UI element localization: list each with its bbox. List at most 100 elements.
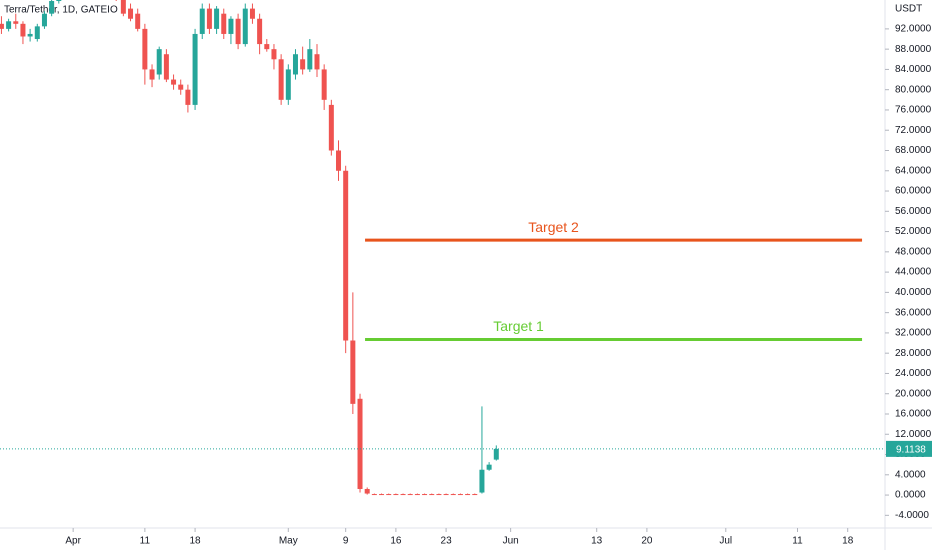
candle-body [185,89,191,105]
x-tick-label: 13 [591,536,603,547]
candle-body [371,494,377,496]
x-tick-label: 9 [343,536,349,547]
candle-body [457,494,463,496]
y-unit: USDT [895,4,922,15]
candle-body [285,69,291,100]
plot-area [0,0,863,496]
candle-body [178,84,184,90]
candle-body [443,494,449,496]
x-tick-label: 18 [842,536,854,547]
y-tick-label: 72.0000 [895,125,932,136]
candle-body [271,49,277,60]
candle-body [128,8,134,19]
candle-body [292,54,298,75]
y-tick-label: 28.0000 [895,348,932,359]
y-tick-label: 16.0000 [895,409,932,420]
y-tick-label: 92.0000 [895,24,932,35]
candle-body [393,494,399,496]
candle-body [493,448,499,460]
candle-body [120,0,126,14]
y-tick-label: 32.0000 [895,328,932,339]
y-tick-label: 56.0000 [895,206,932,217]
candle-body [472,494,478,496]
y-tick-label: 0.0000 [895,490,926,501]
candle-body [163,54,169,80]
candle-body [249,8,255,19]
candle-body [407,494,413,496]
candle-body [450,494,456,496]
y-tick-label: 76.0000 [895,105,932,116]
candle-body [350,340,356,404]
candle-body [228,18,234,34]
candle-body [206,8,212,29]
y-tick-label: 80.0000 [895,84,932,95]
candle-body [41,13,47,27]
y-tick-label: 68.0000 [895,145,932,156]
y-tick-label: 52.0000 [895,226,932,237]
candle-body [379,494,385,496]
y-tick-label: -4.0000 [895,510,929,521]
target-label: Target 2 [528,219,579,235]
y-tick-label: 40.0000 [895,287,932,298]
candle-body [465,494,471,496]
y-tick-label: 12.0000 [895,429,932,440]
last-price-label: 9.1138 [896,445,926,456]
candle-body [314,54,320,70]
x-tick-label: Jun [503,536,519,547]
candle-body [343,170,349,341]
candle-body [192,33,198,105]
candle-body [221,13,227,34]
x-tick-label: May [279,536,298,547]
x-tick-label: Apr [65,536,81,547]
candle-body [235,18,241,45]
candle-body [400,494,406,496]
y-tick-label: 64.0000 [895,165,932,176]
candle-body [278,59,284,100]
candle-body [414,494,420,496]
candle-body [422,494,428,496]
candle-body [56,0,62,2]
last-price-box [886,440,932,457]
candle-body [300,59,306,70]
y-tick-label: 48.0000 [895,246,932,257]
candle-body [328,104,334,151]
candle-body [386,494,392,496]
x-tick-label: 23 [441,536,453,547]
candle-body [364,488,370,494]
x-tick-label: 16 [390,536,402,547]
x-tick-label: 11 [792,536,803,547]
candle-body [214,8,220,29]
candle-body [321,69,327,100]
candle-body [307,49,313,70]
candle-body [336,150,342,171]
x-tick-label: 18 [190,536,202,547]
candle-body [486,464,492,470]
candle-body [27,33,33,37]
x-tick-label: 20 [641,536,653,547]
candle-body [20,23,26,37]
y-tick-label: 60.0000 [895,186,932,197]
candle-body [135,13,141,29]
x-tick-label: 11 [140,536,151,547]
y-tick-label: 88.0000 [895,44,932,55]
candle-body [49,1,55,14]
candle-body [357,398,363,489]
candle-body [142,28,148,70]
candle-body [479,469,485,493]
candle-body [171,79,177,85]
candle-body [257,18,263,45]
target-label: Target 1 [493,318,544,334]
x-tick-label: Jul [719,536,732,547]
y-tick-label: 36.0000 [895,307,932,318]
candle-body [436,494,442,496]
candle-body [34,26,40,40]
y-tick-label: 20.0000 [895,388,932,399]
candle-body [0,23,4,29]
candle-body [264,44,270,50]
candle-body [149,69,155,80]
candle-body [156,49,162,75]
candle-body [13,21,19,24]
candle-body [199,8,205,34]
